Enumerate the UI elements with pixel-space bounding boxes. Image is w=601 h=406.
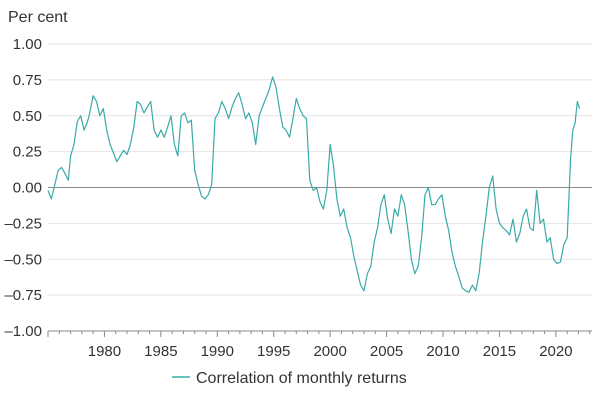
x-tick-label: 2005 [370, 343, 403, 360]
y-tick-label: 0.50 [13, 108, 42, 125]
gridlines [48, 43, 592, 332]
y-axis-title: Per cent [8, 9, 68, 26]
x-tick-label: 1980 [88, 343, 121, 360]
x-tick-label: 1995 [257, 343, 290, 360]
series-layer [47, 76, 581, 293]
x-tick-label: 2000 [313, 343, 346, 360]
x-tick-label: 1985 [144, 343, 177, 360]
x-tick-label: 2015 [483, 343, 516, 360]
y-tick-label: 0.75 [13, 72, 42, 89]
x-tick-label: 2010 [426, 343, 459, 360]
x-tick-label: 1990 [201, 343, 234, 360]
x-tick-label: 2020 [539, 343, 572, 360]
y-tick-label: –0.50 [4, 251, 42, 268]
y-tick-labels: 1.00 0.75 0.50 0.25 0.00 –0.25 –0.50 –0.75 –1.00 [4, 36, 42, 340]
y-tick-label: –1.00 [4, 323, 42, 340]
y-tick-label: –0.75 [4, 287, 42, 304]
y-tick-label: 0.25 [13, 144, 42, 161]
y-tick-label: –0.25 [4, 215, 42, 232]
y-tick-label: 1.00 [13, 36, 42, 53]
series-line [47, 76, 581, 293]
legend-label: Correlation of monthly returns [196, 370, 407, 387]
y-tick-label: 0.00 [13, 180, 42, 197]
x-ticks: 1980 1985 1990 1995 2000 2005 2010 2015 2020 [47, 330, 592, 360]
legend: Correlation of monthly returns [172, 370, 407, 387]
